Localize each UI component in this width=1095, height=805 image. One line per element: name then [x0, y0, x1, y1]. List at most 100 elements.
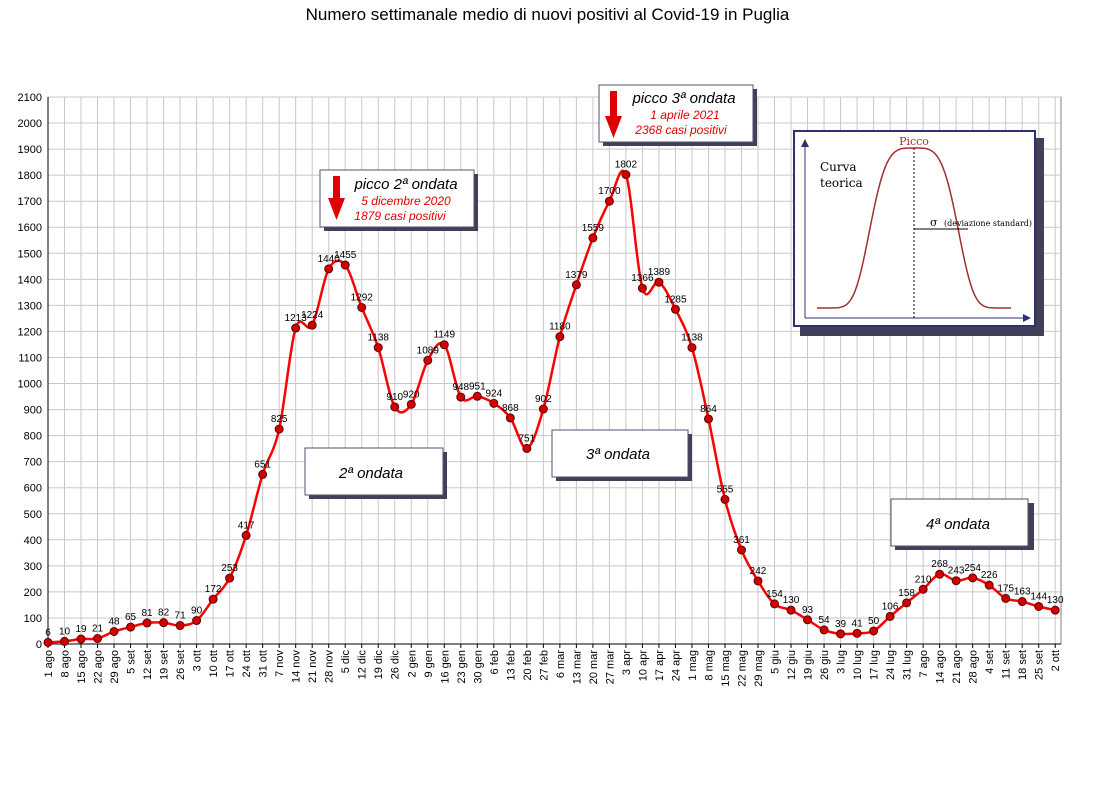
x-tick-label: 22 mag	[736, 650, 748, 687]
x-tick-label: 18 set	[1017, 650, 1029, 680]
data-point	[208, 594, 218, 604]
x-tick-label: 30 gen	[472, 650, 484, 684]
data-label: 39	[835, 619, 847, 630]
data-point	[373, 343, 383, 353]
x-tick-label: 10 apr	[637, 650, 649, 682]
data-label: 1366	[631, 273, 654, 284]
data-point	[175, 621, 185, 631]
x-tick-label: 5 set	[126, 650, 138, 674]
x-tick-label: 20 mar	[588, 650, 600, 685]
y-tick-label: 500	[24, 509, 42, 521]
data-point	[819, 625, 829, 635]
data-point	[935, 569, 945, 579]
x-tick-label: 7 nov	[274, 650, 286, 677]
inset-sigma-label: σ	[930, 216, 938, 229]
data-point	[604, 196, 614, 206]
x-tick-label: 28 ago	[968, 650, 980, 684]
x-tick-label: 2 gen	[406, 650, 418, 678]
data-point	[505, 413, 515, 423]
data-label: 555	[717, 484, 734, 495]
data-point	[670, 304, 680, 314]
inset-std-label: (deviazione standard)	[944, 219, 1032, 228]
x-tick-label: 24 lug	[885, 650, 897, 680]
data-label: 41	[852, 618, 864, 629]
x-tick-label: 28 nov	[324, 650, 336, 684]
peak3-title: picco 3ª ondata	[631, 90, 735, 107]
data-point	[736, 545, 746, 555]
peak3-cases: 2368 casi positivi	[634, 123, 727, 137]
data-point	[770, 599, 780, 609]
peak2-date: 5 dicembre 2020	[361, 194, 451, 208]
data-point	[241, 530, 251, 540]
data-point	[803, 615, 813, 625]
x-tick-label: 8 mag	[703, 650, 715, 681]
x-tick-label: 22 ago	[93, 650, 105, 684]
data-label: 1389	[648, 267, 671, 278]
peak3-date: 1 aprile 2021	[650, 108, 719, 122]
x-tick-label: 3 ott	[192, 650, 204, 671]
data-point	[918, 584, 928, 594]
inset-curve-label-2: teorica	[820, 176, 863, 190]
peak2-box: picco 2ª ondata 5 dicembre 2020 1879 cas…	[319, 169, 478, 231]
data-label: 106	[882, 601, 899, 612]
data-label: 1224	[301, 310, 324, 321]
x-tick-label: 14 ago	[935, 650, 947, 684]
data-point	[1001, 593, 1011, 603]
data-point	[885, 611, 895, 621]
x-tick-label: 29 ago	[109, 650, 121, 684]
y-tick-label: 1400	[18, 274, 42, 286]
down-arrow-icon	[605, 91, 622, 138]
data-point	[258, 469, 268, 479]
inset-curve-label-1: Curva	[820, 160, 857, 174]
data-point	[703, 414, 713, 424]
data-label: 361	[733, 535, 750, 546]
data-point	[390, 402, 400, 412]
data-label: 90	[191, 606, 203, 617]
data-label: 175	[997, 583, 1014, 594]
data-label: 154	[766, 589, 783, 600]
data-point	[571, 280, 581, 290]
data-point	[984, 580, 994, 590]
x-tick-label: 20 feb	[522, 650, 534, 681]
data-label: 1138	[681, 333, 703, 344]
x-tick-label: 6 mar	[555, 650, 567, 678]
data-point	[902, 598, 912, 608]
data-label: 651	[254, 459, 271, 470]
data-label: 144	[1030, 591, 1047, 602]
x-tick-label: 11 set	[1001, 650, 1013, 679]
wave3-label: 3ª ondata	[586, 446, 650, 463]
x-tick-label: 27 feb	[538, 650, 550, 681]
y-tick-label: 700	[24, 457, 42, 469]
wave4-label: 4ª ondata	[926, 516, 990, 533]
data-label: 71	[175, 611, 187, 622]
data-point	[126, 622, 136, 632]
data-point	[291, 323, 301, 333]
data-label: 924	[485, 388, 502, 399]
data-point	[522, 443, 532, 453]
y-tick-label: 800	[24, 431, 42, 443]
x-tick-label: 15 ago	[76, 650, 88, 684]
x-tick-label: 26 dic	[390, 650, 402, 680]
x-tick-label: 8 ago	[60, 650, 72, 678]
data-point	[621, 170, 631, 180]
peak2-title: picco 2ª ondata	[353, 176, 457, 193]
inset-peak-label: Picco	[899, 135, 929, 148]
x-tick-label: 16 gen	[439, 650, 451, 684]
x-tick-label: 26 set	[175, 650, 187, 680]
y-tick-label: 2000	[18, 118, 42, 130]
series-layer	[43, 169, 1060, 647]
x-tick-label: 13 feb	[505, 650, 517, 681]
data-point	[555, 332, 565, 342]
x-tick-label: 17 lug	[869, 650, 881, 680]
data-label: 902	[535, 394, 552, 405]
y-tick-label: 1500	[18, 248, 42, 260]
y-tick-label: 1300	[18, 300, 42, 312]
data-point	[1034, 601, 1044, 611]
x-tick-label: 10 lug	[852, 650, 864, 680]
data-label: 50	[868, 616, 880, 627]
data-point	[324, 264, 334, 274]
data-label: 226	[981, 570, 998, 581]
data-point	[637, 283, 647, 293]
data-label: 243	[948, 566, 965, 577]
